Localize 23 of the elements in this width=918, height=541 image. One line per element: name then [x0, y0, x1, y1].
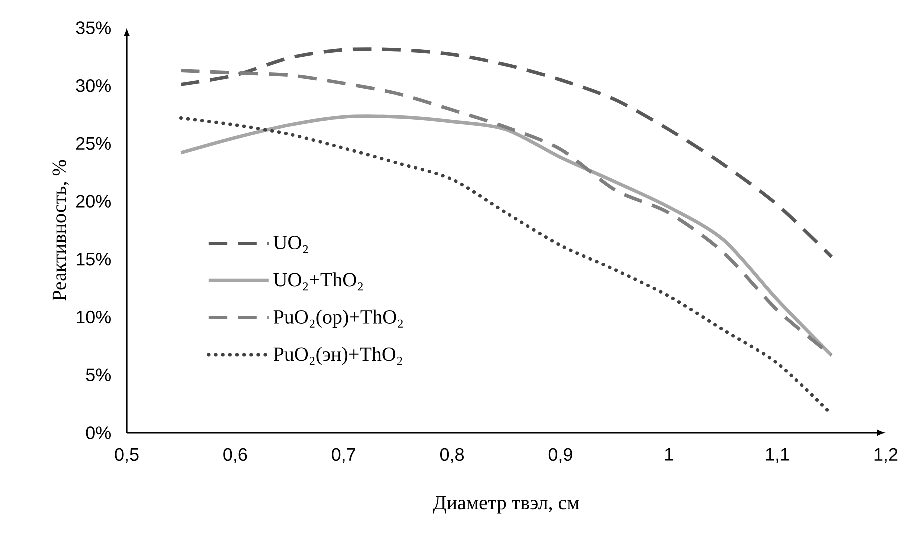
- y-tick-label: 35%: [76, 22, 111, 34]
- x-tick-label: 0,9: [548, 448, 572, 464]
- legend-label: PuO₂(ор)+ThO₂: [274, 310, 403, 328]
- y-tick-label: 20%: [76, 195, 111, 208]
- y-tick-label: 15%: [76, 253, 111, 266]
- y-tick-label: 5%: [86, 368, 111, 382]
- x-tick-label: 0,5: [115, 448, 139, 464]
- x-tick-label: 1,2: [874, 448, 898, 464]
- legend-label: PuO₂(эн)+ThO₂: [274, 347, 402, 366]
- legend-label: UO₂: [274, 236, 308, 254]
- y-tick-label: 0%: [86, 426, 111, 440]
- x-tick-label: 0,6: [224, 448, 248, 464]
- x-tick-label: 0,7: [332, 448, 356, 464]
- y-tick-label: 30%: [76, 79, 111, 92]
- legend-label: UO₂+ThO₂: [274, 272, 363, 291]
- x-tick-label: 0,8: [440, 448, 464, 464]
- x-tick-label: 1,1: [766, 448, 790, 464]
- x-tick-label: 1: [666, 448, 674, 461]
- line-series: [179, 48, 834, 259]
- y-axis-title: Реактивность, %: [52, 160, 70, 301]
- y-tick-label: 10%: [76, 310, 111, 324]
- y-tick-label: 25%: [76, 137, 111, 150]
- x-axis-title: Диаметр твэл, см: [433, 496, 580, 514]
